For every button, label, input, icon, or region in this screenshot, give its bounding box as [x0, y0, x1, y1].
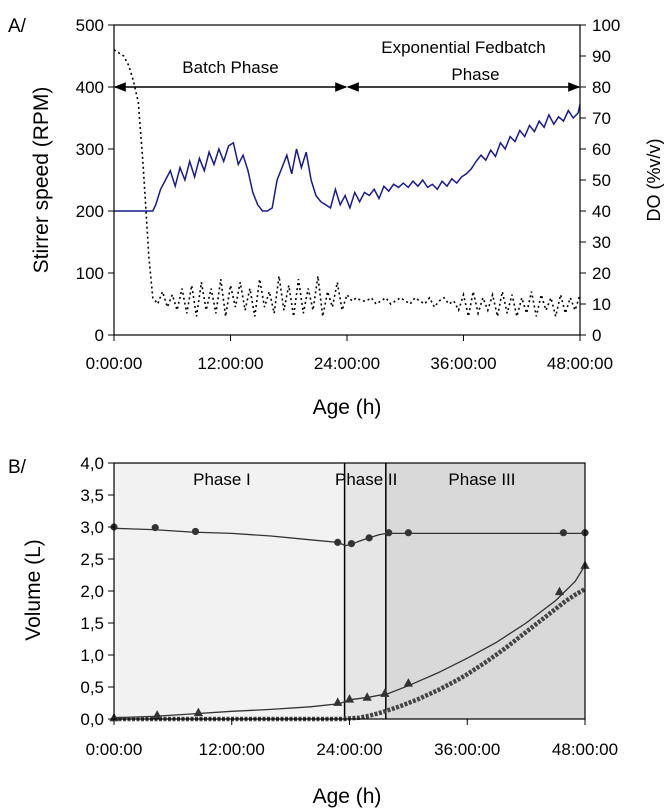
phase-region-b — [114, 463, 345, 719]
culture-volume-point — [404, 529, 412, 537]
feed-volume-point — [333, 697, 343, 706]
feed-volume-point — [362, 692, 372, 701]
x-axis-label-a: Age (h) — [313, 396, 382, 419]
stirrer-speed-line — [114, 104, 581, 212]
y-ticks-a: 0 100 200 300 400 500 — [76, 16, 114, 345]
phase-regions-b: Phase I Phase II Phase III — [114, 463, 585, 719]
y2-tick-label-a: 0 — [592, 326, 601, 345]
y-ticks-b: 0,0 0,5 1,0 1,5 2,0 2,5 3,0 3,5 4,0 — [80, 454, 114, 729]
x-tick-label-b: 24:00:00 — [316, 740, 382, 759]
y-tick-label-b: 2,0 — [80, 582, 104, 601]
x-tick-label-b: 0:00:00 — [86, 740, 143, 759]
feed-volume-line — [113, 565, 586, 719]
y-tick-label-b: 3,5 — [80, 486, 104, 505]
y-tick-label-a: 0 — [95, 326, 104, 345]
y-tick-label-a: 200 — [76, 202, 104, 221]
y2-tick-label-a: 60 — [592, 140, 611, 159]
y-tick-label-b: 0,0 — [80, 710, 104, 729]
culture-volume-point — [151, 524, 159, 532]
x-tick-label-b: 36:00:00 — [434, 740, 500, 759]
x-tick-label-a: 48:00:00 — [547, 354, 613, 373]
x-tick-label-a: 36:00:00 — [430, 354, 496, 373]
feed-volume-point — [554, 586, 565, 596]
panel-a-label: A/ — [8, 16, 27, 37]
x-tick-label-b: 12:00:00 — [199, 740, 265, 759]
panel-b-label: B/ — [8, 457, 27, 478]
culture-volume-line — [113, 527, 585, 547]
chart-b: B/ Phase I Phase II Phase III 0,0 0,5 1,0 1,5… — [8, 454, 618, 808]
y-axis-label-a: Stirrer speed (RPM) — [30, 87, 53, 274]
dissolved-oxygen-line — [113, 49, 581, 317]
culture-volume-point — [385, 529, 393, 537]
x-tick-label-a: 0:00:00 — [86, 354, 143, 373]
x-ticks-b: 0:00:00 12:00:00 24:00:00 36:00:00 48:00:00 — [86, 719, 618, 759]
y-tick-label-b: 2,5 — [80, 550, 104, 569]
y-tick-label-a: 100 — [76, 264, 104, 283]
y-tick-label-a: 500 — [76, 16, 104, 35]
phase-region-b — [344, 463, 386, 719]
phase-label-b: Phase II — [335, 470, 397, 489]
x-axis-label-b: Age (h) — [313, 785, 382, 808]
culture-volume-point — [347, 540, 356, 548]
x-tick-label-a: 12:00:00 — [197, 354, 263, 373]
feed-volume-point — [152, 710, 162, 719]
feed-volume-point — [344, 694, 355, 703]
y2-axis-label-a: DO (%v/v) — [644, 139, 664, 222]
phase-label-b: Phase III — [448, 470, 515, 489]
y-tick-label-a: 300 — [76, 140, 104, 159]
series-a — [113, 49, 581, 317]
y-tick-label-b: 0,5 — [80, 678, 104, 697]
y2-tick-label-a: 30 — [592, 233, 611, 252]
y2-tick-label-a: 100 — [592, 16, 620, 35]
phase-annotations-a: Batch Phase Exponential Fedbatch Phase — [113, 38, 581, 92]
y2-tick-label-a: 50 — [592, 171, 611, 190]
phase-label-a: Exponential Fedbatch — [381, 38, 545, 57]
phase-label-b: Phase I — [193, 470, 251, 489]
y-tick-label-b: 1,5 — [80, 614, 104, 633]
culture-volume-point — [191, 527, 200, 536]
y-tick-label-b: 3,0 — [80, 518, 104, 537]
y2-tick-label-a: 80 — [592, 78, 611, 97]
y-axis-label-b: Volume (L) — [22, 539, 45, 641]
y2-tick-label-a: 20 — [592, 264, 611, 283]
feed-volume-point — [380, 688, 390, 697]
x-ticks-a: 0:00:00 12:00:00 24:00:00 36:00:00 48:00:00 — [86, 335, 613, 373]
y-tick-label-b: 1,0 — [80, 646, 104, 665]
y-tick-label-b: 4,0 — [80, 454, 104, 473]
feed-volume-point — [403, 678, 413, 687]
y2-ticks-a: 0 10 20 30 40 50 60 70 80 90 100 — [580, 16, 620, 345]
culture-volume-point — [334, 538, 342, 546]
y2-tick-label-a: 10 — [592, 295, 611, 314]
phase-region-b — [385, 463, 585, 719]
x-tick-label-a: 24:00:00 — [314, 354, 380, 373]
y-tick-label-a: 400 — [76, 78, 104, 97]
feed-volume-point — [193, 707, 203, 717]
y2-tick-label-a: 90 — [592, 47, 611, 66]
phase-label-a: Batch Phase — [182, 58, 278, 77]
culture-volume-point — [365, 534, 373, 542]
y2-tick-label-a: 40 — [592, 202, 611, 221]
phase-label-a: Phase — [451, 65, 499, 84]
pumped-volume-line — [114, 587, 587, 722]
y2-tick-label-a: 70 — [592, 109, 611, 128]
culture-volume-point — [559, 529, 568, 537]
x-tick-label-b: 48:00:00 — [552, 740, 618, 759]
